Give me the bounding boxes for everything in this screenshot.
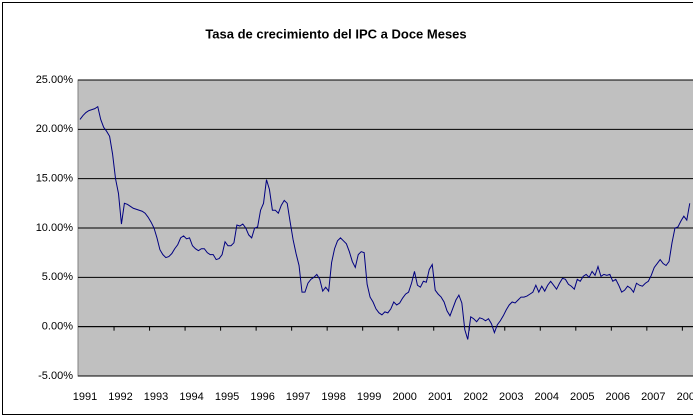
y-tick-label: 20.00%	[36, 123, 74, 135]
chart-title: Tasa de crecimiento del IPC a Doce Meses	[205, 26, 466, 41]
y-tick-label: 10.00%	[36, 222, 74, 234]
y-tick-label: -5.00%	[38, 370, 73, 382]
x-tick-label: 2000	[392, 391, 416, 403]
data-line	[79, 105, 691, 340]
x-tick-label: 1994	[179, 391, 203, 403]
x-tick-label: 1992	[108, 391, 132, 403]
x-tick-label: 2004	[535, 391, 559, 403]
x-tick-label: 1996	[250, 391, 274, 403]
x-tick-label: 1995	[215, 391, 239, 403]
x-tick-label: 2003	[499, 391, 523, 403]
x-tick-label: 2007	[641, 391, 665, 403]
y-tick-label: 5.00%	[42, 271, 73, 283]
x-tick-label: 2006	[606, 391, 630, 403]
x-tick-label: 1999	[357, 391, 381, 403]
x-tick-label: 1998	[321, 391, 345, 403]
x-tick-label: 2008	[677, 391, 693, 403]
y-tick-label: 0.00%	[42, 321, 73, 333]
y-tick-label: 15.00%	[36, 173, 74, 185]
x-tick-label: 1991	[73, 391, 97, 403]
x-tick-label: 2001	[428, 391, 452, 403]
y-tick-label: 25.00%	[36, 74, 74, 86]
x-tick-label: 1993	[144, 391, 168, 403]
x-tick-label: 1997	[286, 391, 310, 403]
x-tick-label: 2002	[463, 391, 487, 403]
x-tick-label: 2005	[570, 391, 594, 403]
